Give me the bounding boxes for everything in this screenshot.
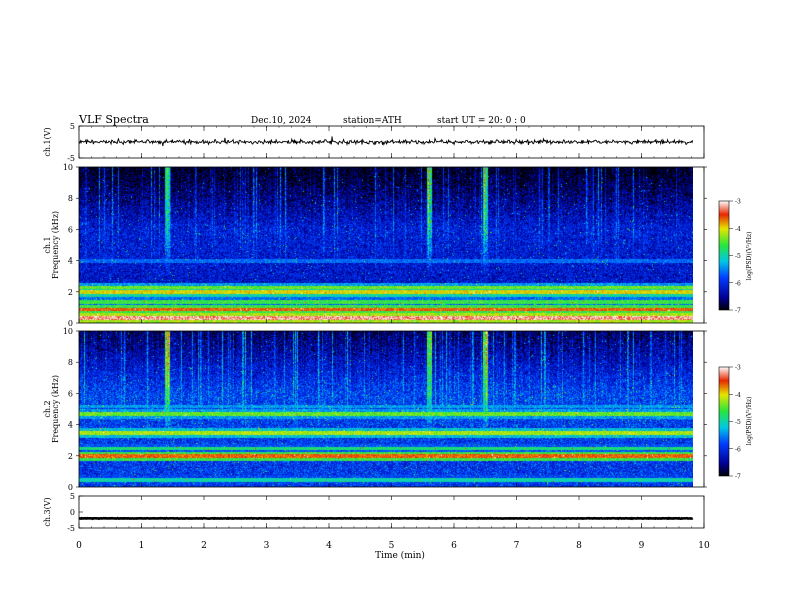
ch1-spectrogram-holder xyxy=(79,167,693,323)
ch3-waveform-panel xyxy=(78,516,694,521)
colorbar-tick-label: -6 xyxy=(735,446,741,453)
ch1-spectrogram xyxy=(79,167,693,323)
colorbar1-holder xyxy=(719,201,729,310)
freq-ytick-label: 10 xyxy=(63,163,73,172)
time-tick-label: 8 xyxy=(576,541,582,551)
colorbar1-label: log(PSD)(V²/Hz) xyxy=(746,232,753,281)
colorbar-tick-label: -4 xyxy=(735,392,741,399)
start-time-label: start UT = 20: 0 : 0 xyxy=(437,116,526,126)
freq-ytick-label: 0 xyxy=(68,319,73,328)
wave-ytick-label: 5 xyxy=(70,122,75,131)
colorbar-tick-label: -7 xyxy=(735,308,741,315)
time-tick-label: 6 xyxy=(451,541,457,551)
wave-ytick-label: 5 xyxy=(70,492,75,501)
ch2-spectrogram xyxy=(79,331,693,487)
station-label: station=ATH xyxy=(343,116,402,126)
colorbar1 xyxy=(719,201,729,310)
colorbar-tick-label: -6 xyxy=(735,280,741,287)
time-tick-label: 2 xyxy=(201,541,207,551)
time-tick-label: 10 xyxy=(698,541,710,551)
ch-3-waveform-trace xyxy=(78,516,694,521)
time-tick-label: 9 xyxy=(639,541,645,551)
freq-ytick-label: 0 xyxy=(68,483,73,492)
date-label: Dec.10, 2024 xyxy=(251,116,312,126)
colorbar-tick-label: -4 xyxy=(735,226,741,233)
colorbar-tick-label: -5 xyxy=(735,419,741,426)
freq-ytick-label: 6 xyxy=(68,225,73,234)
colorbar2 xyxy=(719,367,729,476)
ch1-waveform-ylabel: ch.1(V) xyxy=(43,127,52,156)
time-tick-label: 0 xyxy=(76,541,82,551)
freq-ytick-label: 2 xyxy=(68,288,73,297)
ch3-waveform-ylabel: ch.3(V) xyxy=(43,497,52,526)
colorbar-tick-label: -3 xyxy=(735,365,741,372)
ch2-freq-label: Frequency (kHz) xyxy=(51,375,60,443)
colorbar2-holder xyxy=(719,367,729,476)
time-tick-label: 5 xyxy=(389,541,395,551)
time-tick-label: 7 xyxy=(514,541,520,551)
freq-ytick-label: 4 xyxy=(68,421,73,430)
freq-ytick-label: 8 xyxy=(68,194,73,203)
freq-ytick-label: 2 xyxy=(68,452,73,461)
ch1-spec-label: ch.1 xyxy=(43,236,52,253)
ch-1-waveform-trace xyxy=(78,136,694,147)
colorbar-tick-label: -3 xyxy=(735,199,741,206)
time-tick-label: 3 xyxy=(264,541,270,551)
freq-ytick-label: 8 xyxy=(68,358,73,367)
time-tick-label: 4 xyxy=(326,541,332,551)
freq-ytick-label: 6 xyxy=(68,389,73,398)
colorbar2-label: log(PSD)(V²/Hz) xyxy=(746,397,753,446)
wave-ytick-label: -5 xyxy=(67,524,75,533)
freq-ytick-label: 4 xyxy=(68,257,73,266)
axis-ticks-layer: 5-550-502468100246810-3-4-5-6-7-3-4-5-6-… xyxy=(63,122,741,551)
colorbar-tick-label: -7 xyxy=(735,474,741,481)
x-axis-label: Time (min) xyxy=(375,550,425,561)
time-tick-label: 1 xyxy=(139,541,145,551)
ch2-spec-label: ch.2 xyxy=(43,400,52,417)
ch1-waveform-panel xyxy=(78,136,694,147)
freq-ytick-label: 10 xyxy=(63,327,73,336)
figure-title: VLF Spectra xyxy=(78,113,149,126)
wave-ytick-label: 0 xyxy=(70,508,75,517)
wave-ytick-label: -5 xyxy=(67,154,75,163)
colorbar-tick-label: -5 xyxy=(735,253,741,260)
ch1-freq-label: Frequency (kHz) xyxy=(51,211,60,279)
ch2-spectrogram-holder xyxy=(79,331,693,487)
